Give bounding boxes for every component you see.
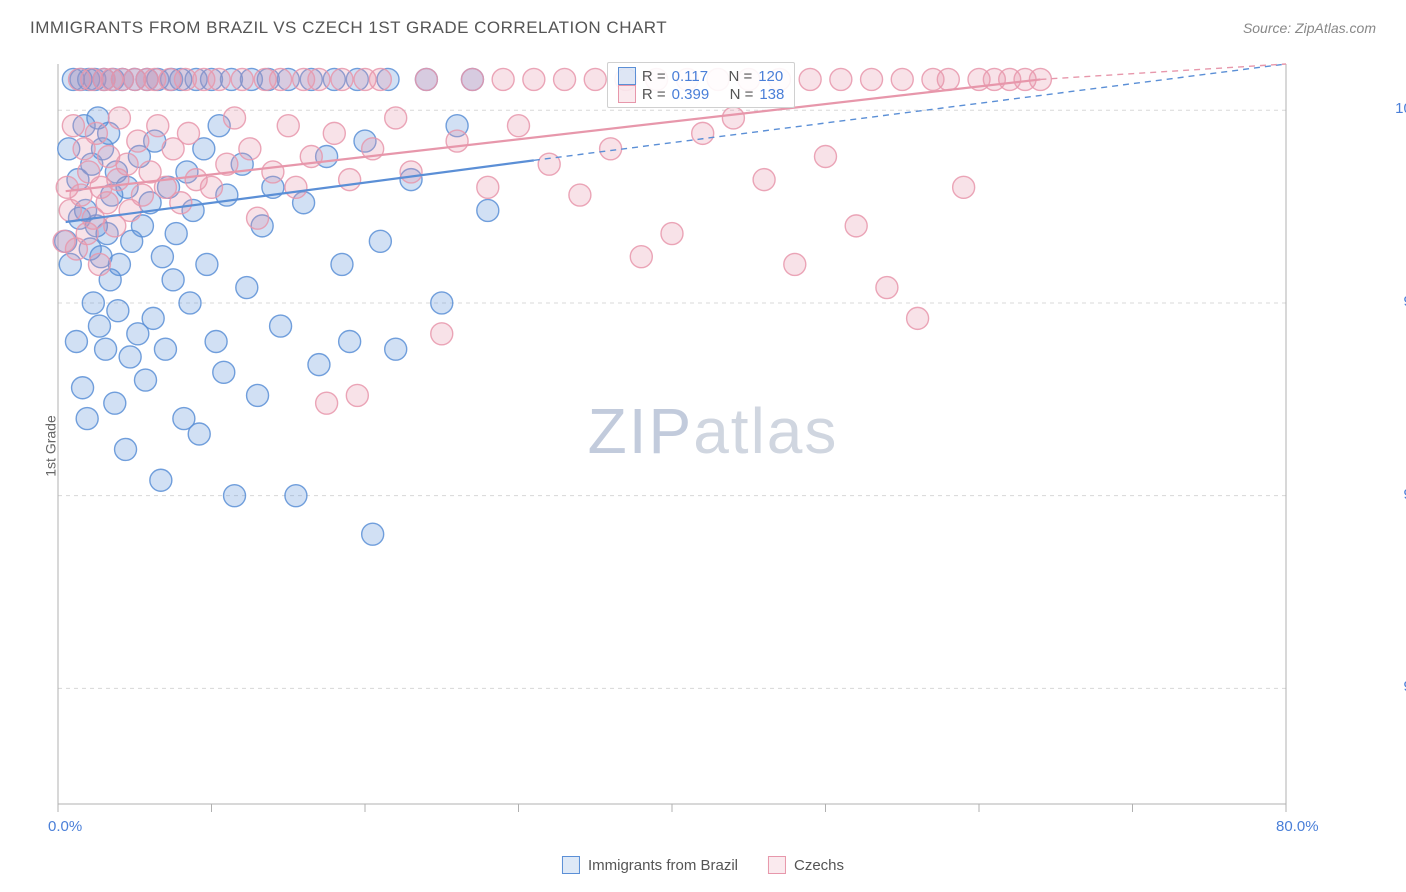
r-value: 0.399	[672, 86, 710, 103]
x-tick-label: 80.0%	[1276, 818, 1319, 835]
n-label: N =	[728, 68, 752, 85]
x-tick-label: 0.0%	[48, 818, 82, 835]
legend-label: Czechs	[794, 857, 844, 874]
legend-item-czech: Czechs	[768, 856, 844, 874]
stats-legend: R = 0.117 N = 120R = 0.399 N = 138	[607, 62, 795, 108]
legend-item-brazil: Immigrants from Brazil	[562, 856, 738, 874]
series-legend: Immigrants from Brazil Czechs	[562, 856, 844, 874]
r-label: R =	[642, 68, 666, 85]
r-label: R =	[642, 86, 666, 103]
czech-swatch	[618, 85, 636, 103]
n-label: N =	[730, 86, 754, 103]
brazil-swatch-icon	[562, 856, 580, 874]
czech-swatch-icon	[768, 856, 786, 874]
stats-legend-row-czech: R = 0.399 N = 138	[618, 85, 784, 103]
y-tick-label: 100.0%	[1395, 100, 1406, 117]
brazil-swatch	[618, 67, 636, 85]
scatter-plot-svg	[50, 60, 1376, 832]
y-axis-label: 1st Grade	[43, 415, 59, 476]
r-value: 0.117	[672, 68, 708, 85]
n-value: 120	[758, 68, 783, 85]
source-attribution: Source: ZipAtlas.com	[1243, 20, 1376, 36]
chart-title: IMMIGRANTS FROM BRAZIL VS CZECH 1ST GRAD…	[30, 18, 667, 38]
n-value: 138	[759, 86, 784, 103]
legend-label: Immigrants from Brazil	[588, 857, 738, 874]
chart-area: 1st Grade ZIPatlas R = 0.117 N = 120R = …	[50, 60, 1376, 832]
stats-legend-row-brazil: R = 0.117 N = 120	[618, 67, 784, 85]
